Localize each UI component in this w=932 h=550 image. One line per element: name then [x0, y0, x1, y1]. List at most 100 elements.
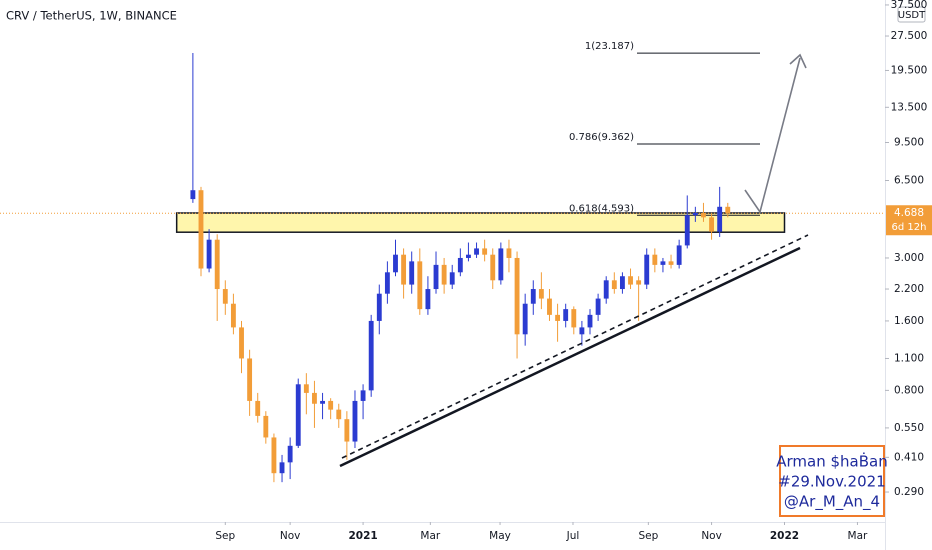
chart-title: CRV / TetherUS, 1W, BINANCE: [6, 9, 177, 23]
candle-body: [522, 303, 528, 335]
last-price-badge: [886, 205, 932, 236]
candle-body: [295, 384, 301, 446]
y-tick-label: 19.500: [891, 64, 928, 76]
candle-body: [506, 248, 512, 258]
x-tick-label: Jul: [566, 530, 580, 542]
y-tick-label: 2.200: [894, 283, 924, 295]
candle-body: [271, 437, 277, 474]
candle-body: [547, 298, 552, 315]
candle-body: [457, 257, 463, 273]
x-tick-label: 2022: [770, 530, 799, 542]
zone: [175, 212, 786, 233]
y-tick-label: 27.500: [891, 30, 928, 42]
x-tick-label: May: [489, 530, 511, 542]
y-tick-label: 13.500: [891, 101, 928, 113]
candle-body: [595, 298, 601, 315]
candle-body: [255, 400, 261, 416]
candle-body: [563, 309, 569, 321]
candle-body: [206, 239, 212, 269]
candle-body: [644, 254, 650, 285]
candle-body: [320, 400, 325, 404]
candle-body: [466, 254, 471, 258]
candle-body: [198, 190, 204, 269]
candle-body: [676, 245, 682, 265]
candle-body: [303, 384, 309, 393]
candle-body: [725, 206, 731, 214]
candle-body: [401, 254, 407, 285]
x-tick-label: Mar: [420, 530, 440, 542]
candle-body: [441, 264, 447, 285]
candle-body: [684, 215, 690, 246]
candle-body: [279, 462, 285, 474]
x-tick-label: Nov: [280, 530, 301, 542]
y-tick-label: 37.500: [891, 0, 928, 11]
candle-body: [514, 257, 520, 335]
candle-body: [312, 392, 317, 404]
candle-body: [433, 264, 439, 290]
candle-body: [247, 358, 253, 401]
candle-body: [336, 409, 342, 420]
candle-body: [668, 261, 674, 265]
candle-body: [263, 415, 269, 438]
candle-body: [393, 254, 398, 273]
x-tick-label: Nov: [701, 530, 722, 542]
y-tick-label: 0.800: [894, 384, 924, 396]
candle-body: [425, 289, 431, 310]
candle-body: [190, 190, 196, 200]
candle-body: [344, 419, 350, 442]
candle-body: [328, 400, 334, 410]
candle-body: [409, 261, 415, 285]
candle-body: [368, 320, 374, 391]
candle-body: [474, 248, 479, 255]
last-price-label: 4.688: [894, 207, 924, 219]
candle-body: [287, 445, 293, 463]
candle-body: [701, 212, 706, 218]
candle-body: [498, 248, 504, 281]
candle-body: [214, 239, 220, 290]
fib-label: 0.786(9.362): [569, 132, 634, 143]
candle-body: [692, 212, 698, 216]
candle-body: [611, 280, 617, 290]
candle-body: [619, 276, 625, 290]
candle-body: [628, 276, 633, 285]
x-tick-label: Mar: [848, 530, 868, 542]
candle-body: [587, 314, 593, 328]
x-tick-label: 2021: [348, 530, 377, 542]
candle-body: [660, 261, 666, 265]
watermark: @Ar_M_An_4: [784, 493, 880, 512]
countdown: 6d 12h: [892, 222, 927, 233]
y-tick-label: 1.600: [894, 315, 924, 327]
candle-body: [482, 248, 488, 255]
candle-body: [579, 327, 585, 335]
candle-body: [717, 206, 723, 232]
candle-body: [538, 289, 544, 299]
y-tick-label: 0.410: [894, 451, 924, 463]
candle-body: [384, 272, 390, 294]
candle-body: [360, 390, 366, 401]
candle-body: [376, 293, 382, 321]
currency-box: [897, 6, 926, 23]
watermark: Arman $haḂan: [776, 452, 887, 471]
y-tick-label: 0.550: [894, 422, 924, 434]
arrow: [744, 57, 801, 214]
arrow-head: [789, 53, 807, 69]
fib-label: 0.618(4.593): [569, 203, 634, 214]
candle-body: [603, 280, 609, 299]
y-tick-label: 0.290: [894, 486, 924, 498]
candle-body: [230, 303, 236, 328]
currency: USDT: [898, 10, 926, 21]
x-tick-label: Sep: [638, 530, 658, 542]
y-tick-label: 3.000: [894, 252, 924, 264]
candle-body: [652, 254, 658, 265]
candle-body: [417, 261, 423, 310]
watermark-box: [779, 445, 885, 517]
watermark: #29.Nov.2021: [778, 473, 885, 491]
y-tick-label: 1.100: [894, 352, 924, 364]
candle-body: [571, 309, 577, 328]
candle-body: [352, 400, 358, 442]
candle-body: [636, 280, 642, 285]
y-tick-label: 9.500: [894, 136, 924, 148]
x-tick-label: Sep: [215, 530, 235, 542]
